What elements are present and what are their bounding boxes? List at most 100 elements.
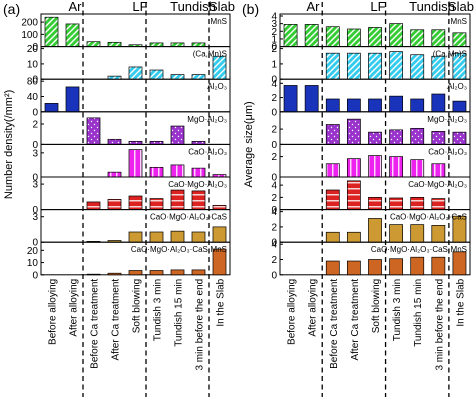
row-cao-mgo-al-o-cas: 0 3 CaO·MgO·Al₂O₃·CaS xyxy=(32,209,231,249)
x-tick-label-3-min-before-the-end: 3 min before the end xyxy=(434,279,445,371)
row-cao-mgo-al-o-cas-mns: 0 2 4 CaO·MgO·Al₂O₃·CaS·MnS xyxy=(271,240,471,281)
bar-3-min-before-the-end xyxy=(431,29,446,47)
stage-label-slab: Slab xyxy=(209,0,235,14)
x-tick-label-after-alloying: After alloying xyxy=(69,279,80,337)
bar-tundish-15-min xyxy=(170,269,185,276)
y-tick-label: 2 xyxy=(271,93,277,104)
row-mgo-al-o: 0 2 MgO·Al₂O₃ xyxy=(271,111,471,151)
y-tick-label: 2 xyxy=(271,255,277,266)
bar-tundish-15-min xyxy=(410,29,425,47)
bar-3-min-before-the-end xyxy=(191,42,206,47)
bar-tundish-15-min xyxy=(410,159,425,178)
stage-label-lf: LF xyxy=(132,0,147,14)
bar-tundish-15-min xyxy=(170,164,185,178)
bar-in-the-slab xyxy=(212,248,227,276)
bar-in-the-slab xyxy=(452,100,467,113)
x-tick-label-before-ca-treatment: Before Ca treatment xyxy=(90,279,101,369)
y-tick-label: 4 xyxy=(271,240,277,251)
x-tick-label-in-the-slab: In the Slab xyxy=(216,278,227,326)
series-label: CaO·MgO·Al₂O₃·CaS xyxy=(390,213,467,222)
y-tick-label: 80 xyxy=(27,77,39,88)
bar-before-ca-treatment xyxy=(325,52,340,80)
bar-tundish-3-min xyxy=(389,23,404,47)
bar-soft-blowing xyxy=(368,155,382,178)
series-label: CaO·MgO·Al₂O₃·CaS xyxy=(150,213,227,222)
bar-3-min-before-the-end xyxy=(431,198,446,210)
y-tick-label: 2 xyxy=(271,152,277,163)
y-tick-label: 0 xyxy=(32,173,38,184)
y-tick-label: 0 xyxy=(32,140,38,151)
row-cao-mgo-al-o: 024 CaO·MgO·Al₂O₃ xyxy=(271,176,471,216)
y-tick-label: 2 xyxy=(271,222,277,233)
bar-after-ca-treatment xyxy=(107,272,122,276)
stage-label-ar: Ar xyxy=(69,0,83,14)
bar-tundish-3-min xyxy=(149,198,164,210)
y-tick-label: 4 xyxy=(271,79,277,90)
bar-tundish-15-min xyxy=(410,256,425,276)
bar-3-min-before-the-end xyxy=(431,55,446,80)
bar-3-min-before-the-end xyxy=(191,74,206,80)
bar-after-ca-treatment xyxy=(346,118,361,145)
series-label: CaO·MgO·Al₂O₃ xyxy=(168,180,227,189)
bar-after-alloying xyxy=(304,24,319,47)
bar-tundish-3-min xyxy=(389,258,404,276)
y-tick-label: 0 xyxy=(32,270,38,281)
bar-tundish-3-min xyxy=(389,95,404,113)
y-tick-label: 1 xyxy=(271,34,277,45)
bar-3-min-before-the-end xyxy=(191,231,206,243)
bar-tundish-15-min xyxy=(410,98,425,113)
bar-before-ca-treatment xyxy=(86,117,101,145)
bar-tundish-15-min xyxy=(170,189,185,210)
y-tick-label: 0 xyxy=(271,173,277,184)
bar-before-ca-treatment xyxy=(325,26,340,47)
y-axis-title: Number density(/mm²) xyxy=(3,90,15,199)
y-tick-label: 0 xyxy=(271,140,277,151)
y-tick-label: 2 xyxy=(271,27,277,38)
bar-in-the-slab xyxy=(452,32,467,47)
panel-label: (a) xyxy=(3,1,20,17)
stage-label-ar: Ar xyxy=(307,0,321,14)
y-tick-label: 2 xyxy=(271,44,277,55)
y-tick-label: 40 xyxy=(27,92,39,103)
bar-in-the-slab xyxy=(212,205,227,210)
y-tick-label: 3 xyxy=(32,148,38,159)
bar-3-min-before-the-end xyxy=(191,190,206,210)
y-tick-label: 100 xyxy=(21,30,38,41)
stage-label-lf: LF xyxy=(370,0,385,14)
y-tick-label: 200 xyxy=(21,18,38,29)
bar-soft-blowing xyxy=(128,149,143,178)
x-tick-label-tundish-3-min: Tundish 3 min xyxy=(392,279,403,341)
y-tick-label: 2 xyxy=(32,120,38,131)
bar-soft-blowing xyxy=(128,195,143,210)
x-tick-label-soft-blowing: Soft blowing xyxy=(132,279,143,333)
bar-after-ca-treatment xyxy=(107,41,122,47)
y-tick-label: 0 xyxy=(271,42,277,53)
bar-3-min-before-the-end xyxy=(431,225,446,243)
y-tick-label: 0 xyxy=(271,238,277,249)
bar-tundish-15-min xyxy=(410,224,425,243)
bar-after-ca-treatment xyxy=(346,28,361,47)
y-tick-label: 20 xyxy=(27,44,39,55)
y-tick-label: 10 xyxy=(27,59,39,70)
y-tick-label: 3 xyxy=(271,19,277,30)
x-tick-label-before-alloying: Before alloying xyxy=(48,279,59,345)
bar-3-min-before-the-end xyxy=(431,256,446,276)
x-tick-label-after-alloying: After alloying xyxy=(308,279,319,337)
bar-tundish-3-min xyxy=(149,231,164,243)
bar-tundish-3-min xyxy=(149,270,164,276)
bar-tundish-3-min xyxy=(389,51,404,80)
y-axis-title: Average size(μm) xyxy=(243,101,255,187)
series-label: MgO·Al₂O₃ xyxy=(427,115,467,124)
x-tick-label-after-ca-treatment: After Ca treatment xyxy=(111,279,122,361)
series-label: CaO·MgO·Al₂O₃·CaS·MnS xyxy=(371,245,467,254)
bar-before-ca-treatment xyxy=(325,163,340,178)
y-tick-label: 1 xyxy=(271,59,277,70)
series-label: MnS xyxy=(451,17,467,26)
bar-soft-blowing xyxy=(368,98,382,113)
bar-after-ca-treatment xyxy=(346,98,361,113)
y-tick-label: 4 xyxy=(271,207,277,218)
